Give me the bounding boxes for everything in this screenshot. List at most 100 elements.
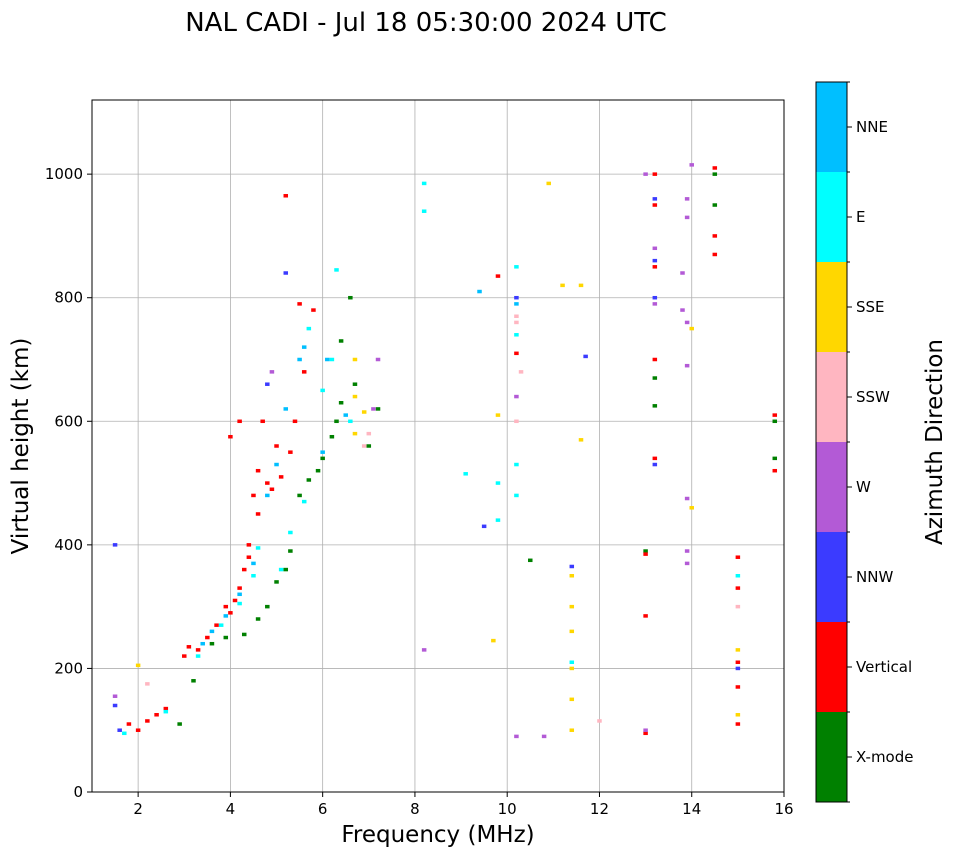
echo-point xyxy=(495,518,501,522)
echo-point xyxy=(514,419,519,424)
echo-point xyxy=(477,289,482,294)
echo-point xyxy=(652,172,658,176)
colorbar-tick-label: SSE xyxy=(856,298,885,316)
echo-point xyxy=(274,580,279,584)
echo-point xyxy=(735,685,741,689)
echo-point xyxy=(278,475,284,479)
echo-point xyxy=(163,709,169,714)
echo-point xyxy=(338,401,344,405)
echo-point xyxy=(712,252,718,257)
echo-point xyxy=(680,308,685,312)
echo-point xyxy=(495,413,501,417)
echo-point xyxy=(514,333,519,337)
echo-point xyxy=(126,722,132,726)
echo-point xyxy=(112,703,118,708)
echo-point xyxy=(684,561,690,566)
echo-point xyxy=(191,679,196,683)
echo-point xyxy=(223,604,229,609)
echo-point xyxy=(712,166,718,170)
x-tick-label: 6 xyxy=(318,800,328,818)
echo-traces xyxy=(91,99,785,793)
echo-point xyxy=(735,555,741,559)
echo-point xyxy=(643,731,648,736)
colorbar-segment xyxy=(816,712,847,802)
colorbar-tick-label: X-mode xyxy=(856,748,913,766)
colorbar-segment xyxy=(816,532,847,622)
echo-point xyxy=(265,481,270,485)
y-tick-label: 600 xyxy=(54,412,83,430)
echo-point xyxy=(689,326,694,331)
x-tick-label: 14 xyxy=(682,800,701,818)
echo-point xyxy=(528,558,533,563)
echo-point xyxy=(122,731,127,736)
echo-point xyxy=(348,419,353,424)
y-tick-label: 200 xyxy=(54,659,83,677)
echo-point xyxy=(643,728,648,732)
echo-point xyxy=(251,561,256,566)
echo-point xyxy=(228,611,233,615)
echo-point xyxy=(684,549,690,553)
echo-point xyxy=(334,268,339,272)
echo-point xyxy=(205,635,210,640)
echo-point xyxy=(352,394,358,399)
echo-point xyxy=(481,524,487,529)
echo-point xyxy=(182,654,187,658)
echo-point xyxy=(514,462,519,467)
echo-point xyxy=(255,546,261,550)
echo-point xyxy=(421,648,427,652)
echo-point xyxy=(311,308,316,312)
echo-point xyxy=(772,419,778,424)
echo-point xyxy=(541,734,547,739)
echo-point xyxy=(163,706,169,711)
echo-point xyxy=(135,728,141,732)
echo-point xyxy=(514,394,519,399)
echo-point xyxy=(712,234,718,238)
y-axis-label: Virtual height (km) xyxy=(8,338,34,555)
echo-point xyxy=(463,472,468,476)
echo-point xyxy=(514,320,519,325)
echo-point xyxy=(288,549,293,553)
echo-point xyxy=(209,629,215,634)
echo-point xyxy=(306,326,312,331)
echo-point xyxy=(652,197,658,201)
echo-point xyxy=(237,419,242,424)
echo-point xyxy=(643,172,648,176)
echo-point xyxy=(652,258,658,263)
echo-point xyxy=(232,598,238,603)
echo-point xyxy=(569,660,575,664)
echo-point xyxy=(320,388,325,393)
echo-point xyxy=(495,274,501,278)
echo-point xyxy=(288,450,293,454)
echo-point xyxy=(712,203,718,207)
echo-point xyxy=(684,496,690,501)
echo-point xyxy=(145,682,150,686)
echo-point xyxy=(283,407,289,411)
echo-point xyxy=(643,552,648,556)
echo-point xyxy=(735,586,741,590)
echo-point xyxy=(735,722,741,726)
echo-point xyxy=(514,302,519,306)
echo-point xyxy=(117,728,122,732)
x-tick-label: 10 xyxy=(498,800,517,818)
echo-point xyxy=(578,283,584,288)
y-tick-label: 1000 xyxy=(45,165,83,183)
echo-point xyxy=(652,246,658,251)
echo-point xyxy=(652,462,658,467)
echo-point xyxy=(135,663,141,668)
echo-point xyxy=(251,574,256,578)
echo-point xyxy=(735,648,741,652)
echo-point xyxy=(343,413,348,417)
echo-point xyxy=(518,370,524,374)
echo-point xyxy=(652,203,658,207)
echo-point xyxy=(772,413,778,417)
echo-point xyxy=(514,265,519,269)
echo-point xyxy=(237,592,242,597)
echo-point xyxy=(274,462,279,467)
echo-point xyxy=(569,604,575,609)
x-tick-label: 8 xyxy=(410,800,420,818)
echo-point xyxy=(177,722,182,726)
plot-border xyxy=(91,99,785,793)
echo-point xyxy=(214,623,219,627)
echo-point xyxy=(112,543,118,547)
echo-point xyxy=(251,493,256,498)
